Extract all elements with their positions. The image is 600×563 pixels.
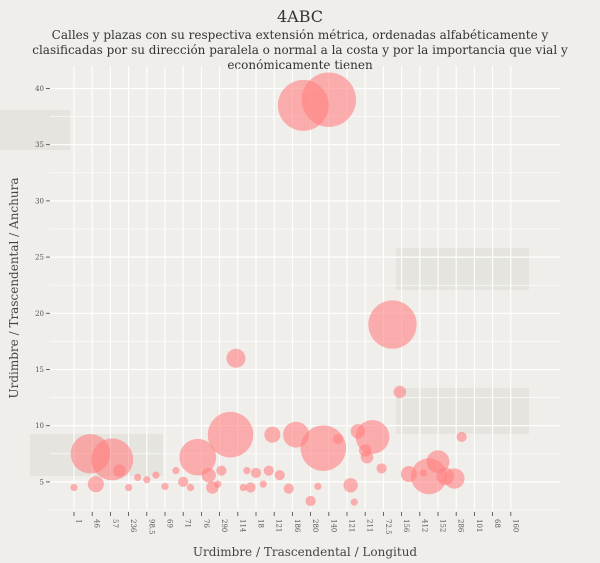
data-bubble — [368, 300, 417, 349]
x-tick-label: 286 — [457, 519, 465, 533]
y-tick-label: 30 — [35, 197, 44, 205]
x-tick-label: 236 — [129, 519, 137, 533]
data-bubble — [263, 465, 274, 476]
data-bubble — [264, 426, 281, 443]
data-bubble — [70, 483, 78, 492]
x-tick-label: 114 — [238, 519, 246, 533]
x-tick-label: 68 — [493, 519, 501, 528]
data-bubble — [125, 483, 133, 492]
x-tick-label: 156 — [402, 519, 410, 533]
data-bubble — [243, 467, 251, 475]
x-tick-label: 71 — [184, 519, 192, 528]
data-bubble — [343, 478, 358, 493]
x-tick-label: 57 — [111, 519, 119, 528]
data-bubble — [226, 348, 246, 368]
data-bubble — [444, 468, 465, 489]
data-bubble — [179, 438, 217, 476]
data-bubble — [239, 483, 247, 492]
x-tick-label: 98.5 — [147, 519, 155, 535]
x-tick-label: 152 — [439, 519, 447, 532]
data-bubble — [113, 464, 126, 477]
data-bubble — [274, 470, 285, 481]
y-tick-label: 25 — [35, 254, 44, 262]
x-tick-label: 46 — [93, 519, 101, 528]
x-tick-label: 72.5 — [384, 519, 392, 535]
y-tick-label: 20 — [35, 310, 44, 318]
data-bubble — [305, 495, 316, 507]
x-tick-label: 121 — [275, 519, 283, 532]
data-bubble — [376, 463, 387, 474]
x-tick-label: 412 — [420, 519, 428, 532]
y-axis-label: Urdimbre / Trascendental / Anchura — [7, 177, 21, 398]
data-bubble — [152, 471, 160, 479]
data-bubble — [314, 482, 322, 490]
y-tick-label: 10 — [35, 422, 44, 430]
data-bubble — [350, 498, 358, 506]
x-axis-label: Urdimbre / Trascendental / Longitud — [193, 545, 418, 559]
data-bubble — [207, 411, 254, 458]
y-tick-label: 5 — [40, 478, 44, 486]
x-tick-label: 280 — [311, 519, 319, 532]
data-bubble — [426, 450, 450, 474]
data-bubble — [250, 467, 262, 478]
y-axis-ticks: 5 10 15 20 25 30 35 40 — [35, 85, 50, 486]
data-bubble — [161, 482, 169, 490]
x-tick-label: 186 — [293, 519, 301, 533]
x-tick-label: 160 — [511, 519, 519, 532]
data-bubble — [456, 431, 467, 443]
data-bubble — [143, 476, 151, 484]
x-tick-label: 18 — [257, 519, 265, 528]
data-bubble — [393, 385, 407, 399]
x-tick-label: 76 — [202, 519, 210, 528]
data-bubble — [259, 480, 267, 488]
y-tick-label: 15 — [35, 366, 44, 374]
data-bubble — [87, 476, 104, 493]
x-tick-label: 101 — [475, 519, 483, 532]
data-bubble — [300, 425, 347, 471]
x-axis-ticks: 1 46 57 236 98.5 69 71 76 290 114 18 121 186 280 140 12… — [73, 512, 519, 535]
y-tick-label: 35 — [35, 141, 44, 149]
data-bubble — [172, 467, 180, 475]
data-bubble — [301, 72, 356, 127]
data-bubble — [360, 450, 374, 464]
data-bubble — [201, 467, 216, 483]
bubble-series — [70, 72, 467, 507]
data-bubble — [178, 476, 189, 487]
x-tick-label: 121 — [348, 519, 356, 532]
data-bubble — [245, 482, 256, 493]
data-bubble — [91, 438, 134, 481]
data-bubble — [283, 483, 294, 494]
data-bubble — [355, 420, 390, 454]
data-bubble — [186, 483, 195, 492]
x-tick-label: 1 — [75, 519, 83, 523]
x-tick-label: 290 — [220, 519, 228, 532]
x-tick-label: 211 — [366, 519, 374, 532]
data-bubble — [216, 465, 227, 476]
data-bubble — [214, 480, 222, 488]
x-tick-label: 69 — [166, 519, 174, 528]
data-bubble — [134, 473, 142, 482]
data-bubble — [332, 434, 343, 445]
chart-title: 4ABC — [276, 7, 324, 26]
chart-subtitle: Calles y plazas con su respectiva extens… — [32, 28, 568, 72]
y-tick-label: 40 — [35, 85, 44, 93]
x-tick-label: 140 — [329, 519, 337, 532]
